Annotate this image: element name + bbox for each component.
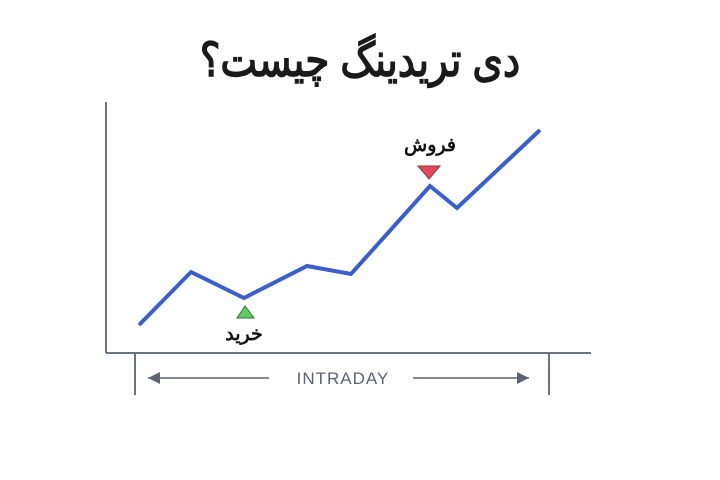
svg-text:فروش: فروش — [404, 135, 456, 156]
svg-text:INTRADAY: INTRADAY — [297, 369, 390, 388]
svg-text:خرید: خرید — [225, 324, 263, 345]
